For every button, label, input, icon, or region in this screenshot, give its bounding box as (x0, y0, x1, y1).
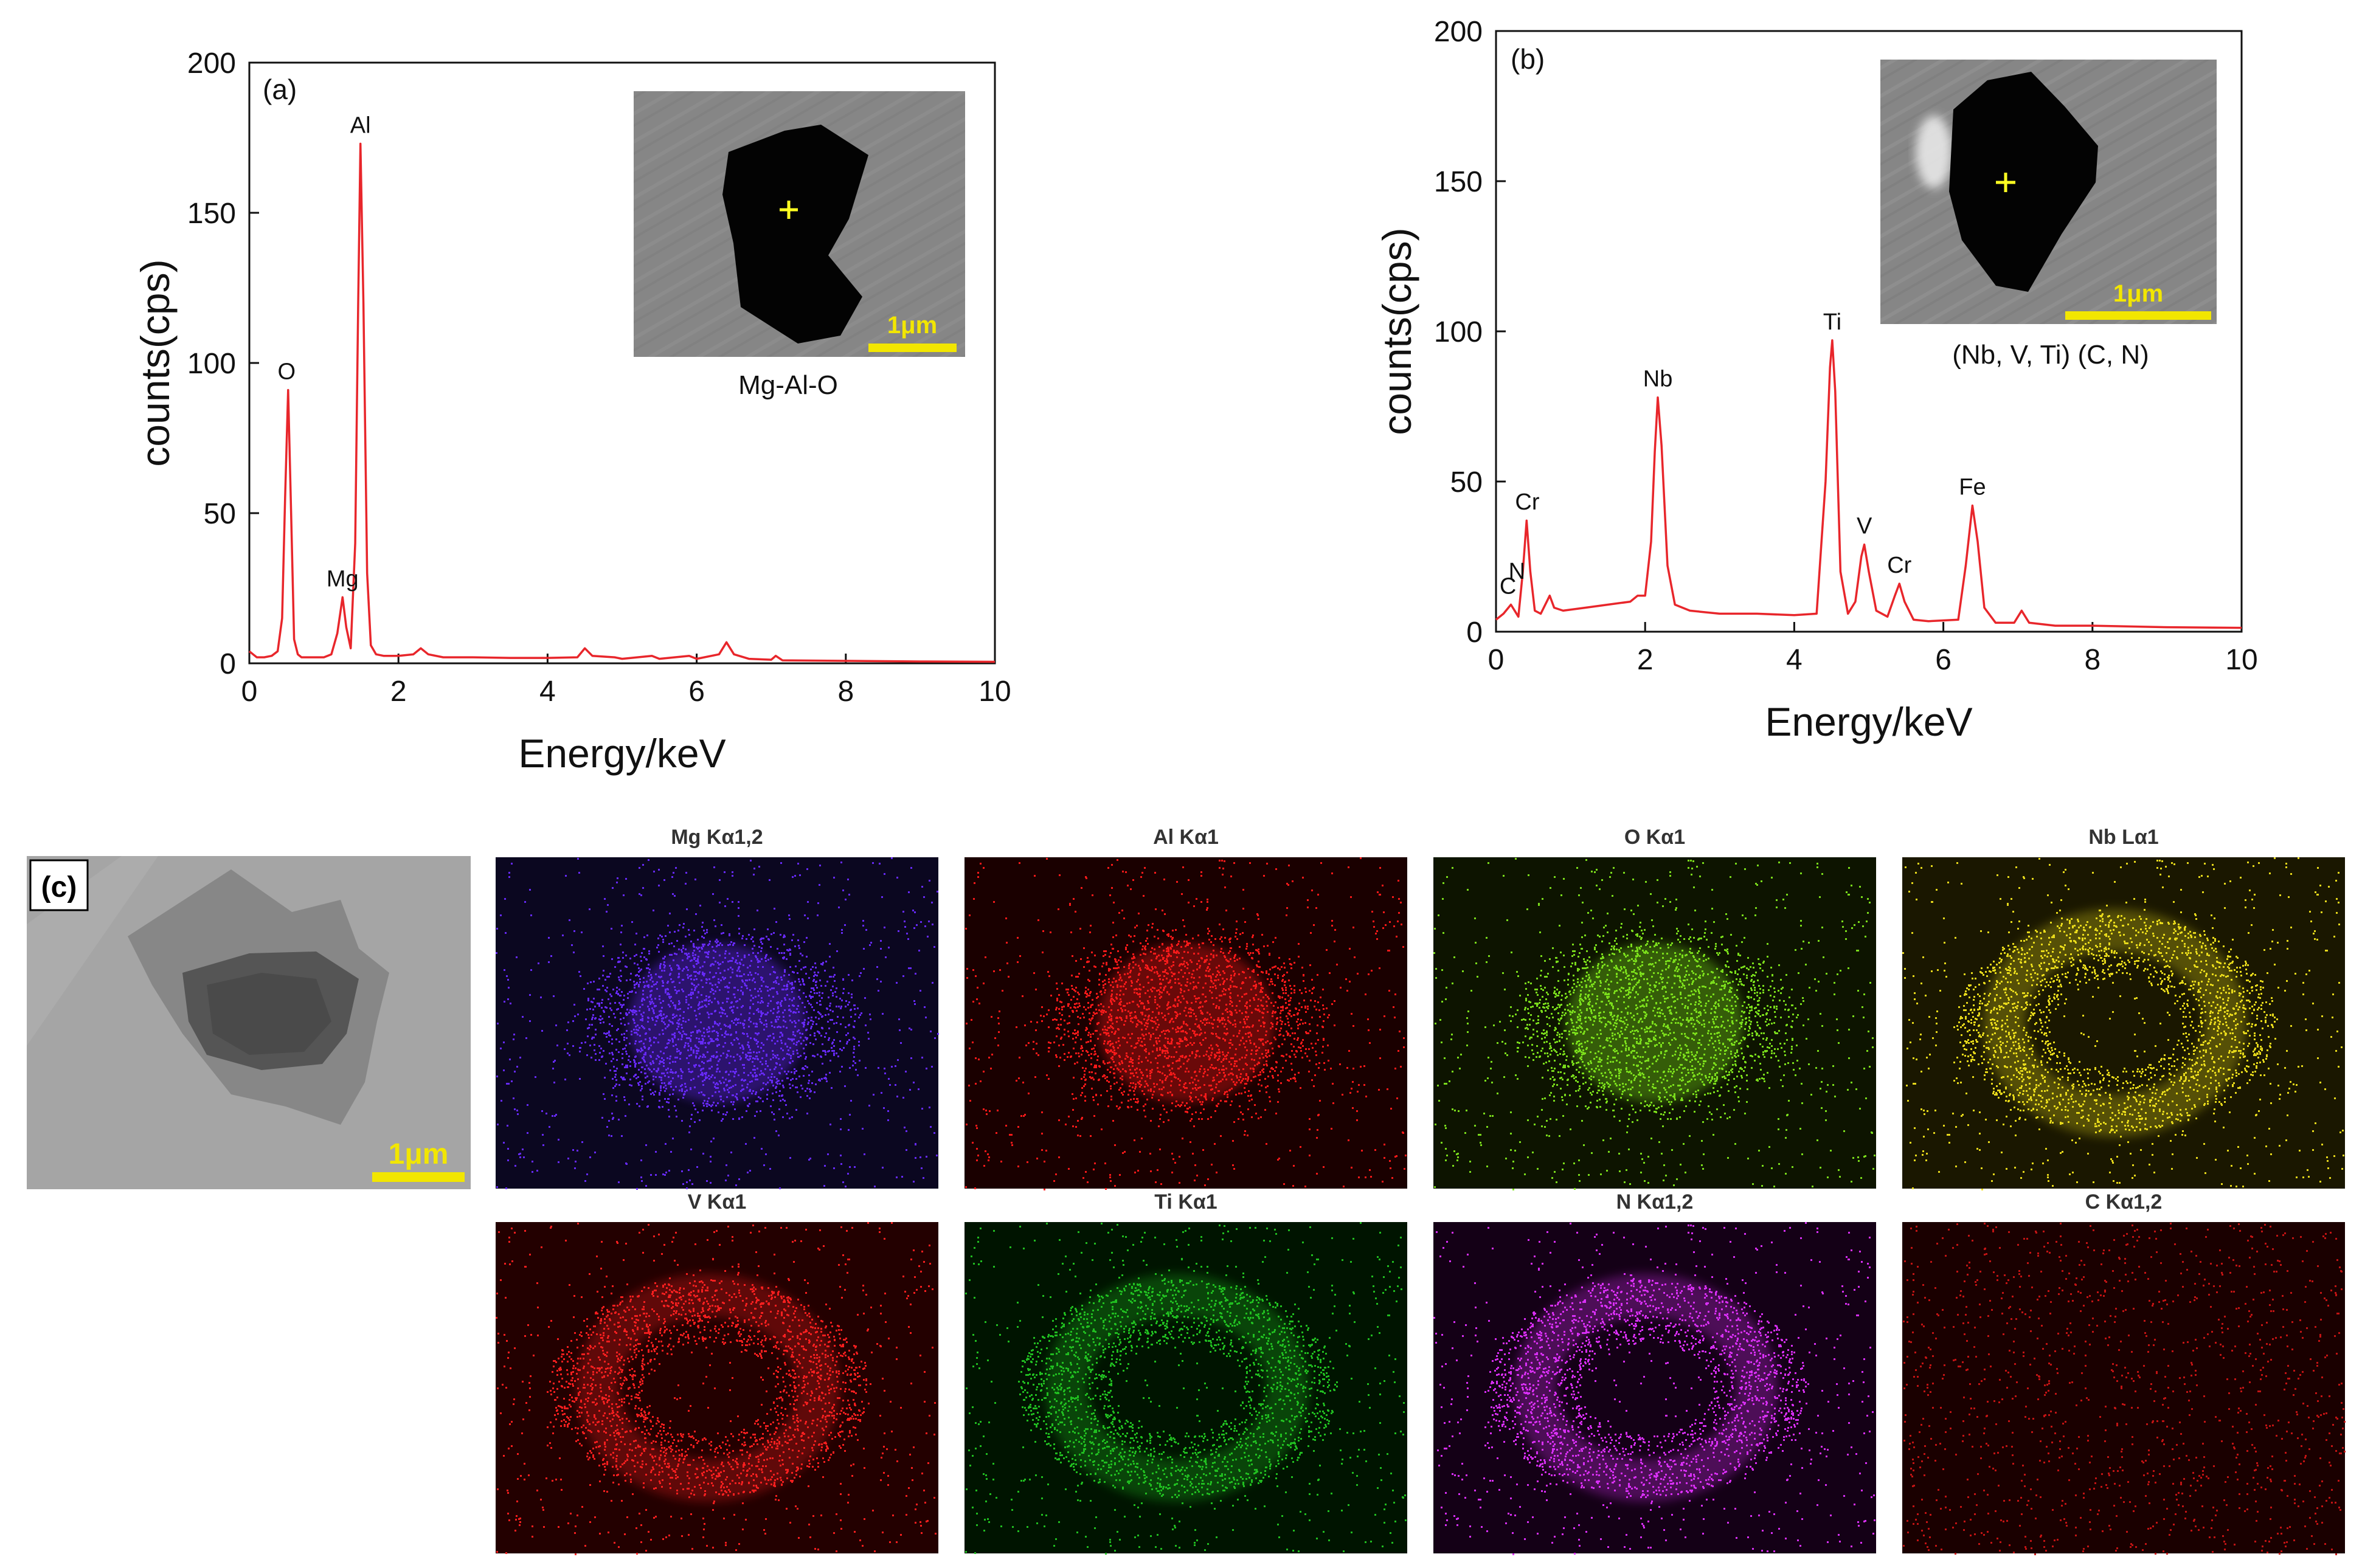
chart-b-peak-label: V (1857, 514, 1872, 539)
chart-a-x-axis-label: Energy/keV (518, 731, 726, 776)
element-map: Ti Kα1 (965, 1190, 1407, 1555)
chart-b-x-tick-label: 6 (1935, 644, 1952, 676)
chart-a-x-tick-label: 6 (688, 675, 705, 708)
element-map-title: Ti Kα1 (1154, 1190, 1217, 1214)
chart-b-annotations: CN Cr Nb Ti V Cr Fe (1500, 309, 1986, 599)
chart-b-peak-label: Nb (1643, 367, 1673, 392)
element-map: Al Kα1 (965, 826, 1407, 1190)
chart-a-peak-label: Al (350, 112, 371, 138)
chart-b-y-tick-label: 100 (1434, 316, 1483, 348)
scale-bar-c (372, 1172, 465, 1182)
chart-b-panel-label: (b) (1511, 43, 1545, 75)
element-map-title: V Kα1 (688, 1190, 747, 1214)
crosshair-icon (780, 201, 798, 219)
chart-b-inset-micrograph: 1μm (1880, 60, 2217, 324)
scale-bar-b (2065, 311, 2211, 320)
chart-b-peak-label: C (1500, 574, 1516, 599)
element-map: Nb Lα1 (1902, 826, 2345, 1190)
chart-a-x-tick-label: 10 (978, 675, 1011, 708)
chart-b-x-tick-label: 8 (2084, 644, 2101, 676)
scale-bar-a (868, 344, 957, 352)
inclusion-particle-b (1949, 72, 2098, 292)
element-map: O Kα1 (1433, 826, 1876, 1190)
chart-b-y-tick-label: 0 (1466, 616, 1483, 649)
chart-a-y-tick-label: 0 (220, 648, 236, 680)
crosshair-icon (1996, 173, 2015, 192)
chart-b-x-tick-label: 10 (2225, 644, 2257, 676)
inclusion-particle-a (722, 125, 868, 344)
element-map-title: Mg Kα1,2 (671, 826, 763, 849)
scale-bar-a-label: 1μm (887, 312, 937, 339)
chart-a-inset-micrograph: 1μm (634, 91, 965, 357)
element-map-title: C Kα1,2 (2085, 1190, 2163, 1214)
element-map: V Kα1 (496, 1190, 938, 1555)
chart-b-x-axis-label: Energy/keV (1765, 699, 1972, 744)
element-map: C Kα1,2 (1902, 1190, 2346, 1555)
element-map-title: Nb Lα1 (2088, 826, 2158, 849)
chart-b-x-tick-label: 2 (1637, 644, 1654, 676)
chart-a-annotations: O Mg Al (278, 112, 371, 592)
element-map-title: O Kα1 (1624, 826, 1685, 849)
element-map-title: N Kα1,2 (1616, 1190, 1694, 1214)
chart-a-x-tick-label: 2 (390, 675, 407, 708)
element-map: Mg Kα1,2 (496, 826, 939, 1190)
chart-b-inset-label: (Nb, V, Ti) (C, N) (1952, 340, 2149, 370)
element-map: N Kα1,2 (1433, 1190, 1876, 1555)
chart-a-y-tick-label: 100 (187, 348, 236, 380)
chart-a-peak-label: Mg (327, 566, 359, 592)
chart-a-x-tick-label: 8 (837, 675, 854, 708)
chart-a-y-tick-label: 200 (187, 47, 236, 80)
chart-a-y-tick-label: 150 (187, 198, 236, 230)
chart-a-y-axis-label: counts(cps) (133, 259, 178, 466)
chart-a-inset-label: Mg-Al-O (738, 370, 838, 400)
chart-b-peak-label: Cr (1887, 553, 1911, 578)
chart-b-peak-label: Ti (1823, 309, 1841, 335)
panel-c-label: (c) (41, 871, 77, 903)
chart-b-series-line (1495, 339, 2242, 629)
panel-c: (c) 1μm Mg Kα1,2 Al Kα1 O Kα1 Nb Lα1 V Kα1 Ti… (27, 826, 2346, 1555)
chart-b-peak-label: N (1509, 559, 1525, 584)
chart-a-panel-label: (a) (263, 74, 297, 105)
chart-b-x-tick-label: 0 (1488, 644, 1505, 676)
scale-bar-c-label: 1μm (389, 1138, 449, 1170)
chart-a-peak-label: O (278, 359, 296, 384)
chart-a-y-tick-label: 50 (204, 498, 236, 530)
chart-a-x-tick-label: 4 (539, 675, 556, 708)
panel-c-sem-image: (c) 1μm (27, 856, 471, 1189)
scale-bar-b-label: 1μm (2113, 280, 2163, 307)
element-map-title: Al Kα1 (1153, 826, 1219, 849)
chart-b-y-tick-label: 150 (1434, 166, 1483, 198)
chart-b-peak-label: Fe (1959, 475, 1986, 500)
panel-c-element-maps: Mg Kα1,2 Al Kα1 O Kα1 Nb Lα1 V Kα1 Ti Kα1 N Kα… (496, 826, 2346, 1555)
chart-b-y-tick-label: 200 (1434, 16, 1483, 48)
chart-a-series-line (248, 142, 996, 663)
chart-b-y-tick-label: 50 (1450, 466, 1483, 499)
chart-b-x-tick-label: 4 (1786, 644, 1803, 676)
chart-a-x-tick-label: 0 (241, 675, 258, 708)
chart-b-y-axis-label: counts(cps) (1374, 227, 1419, 435)
chart-b-peak-label: Cr (1515, 489, 1539, 515)
